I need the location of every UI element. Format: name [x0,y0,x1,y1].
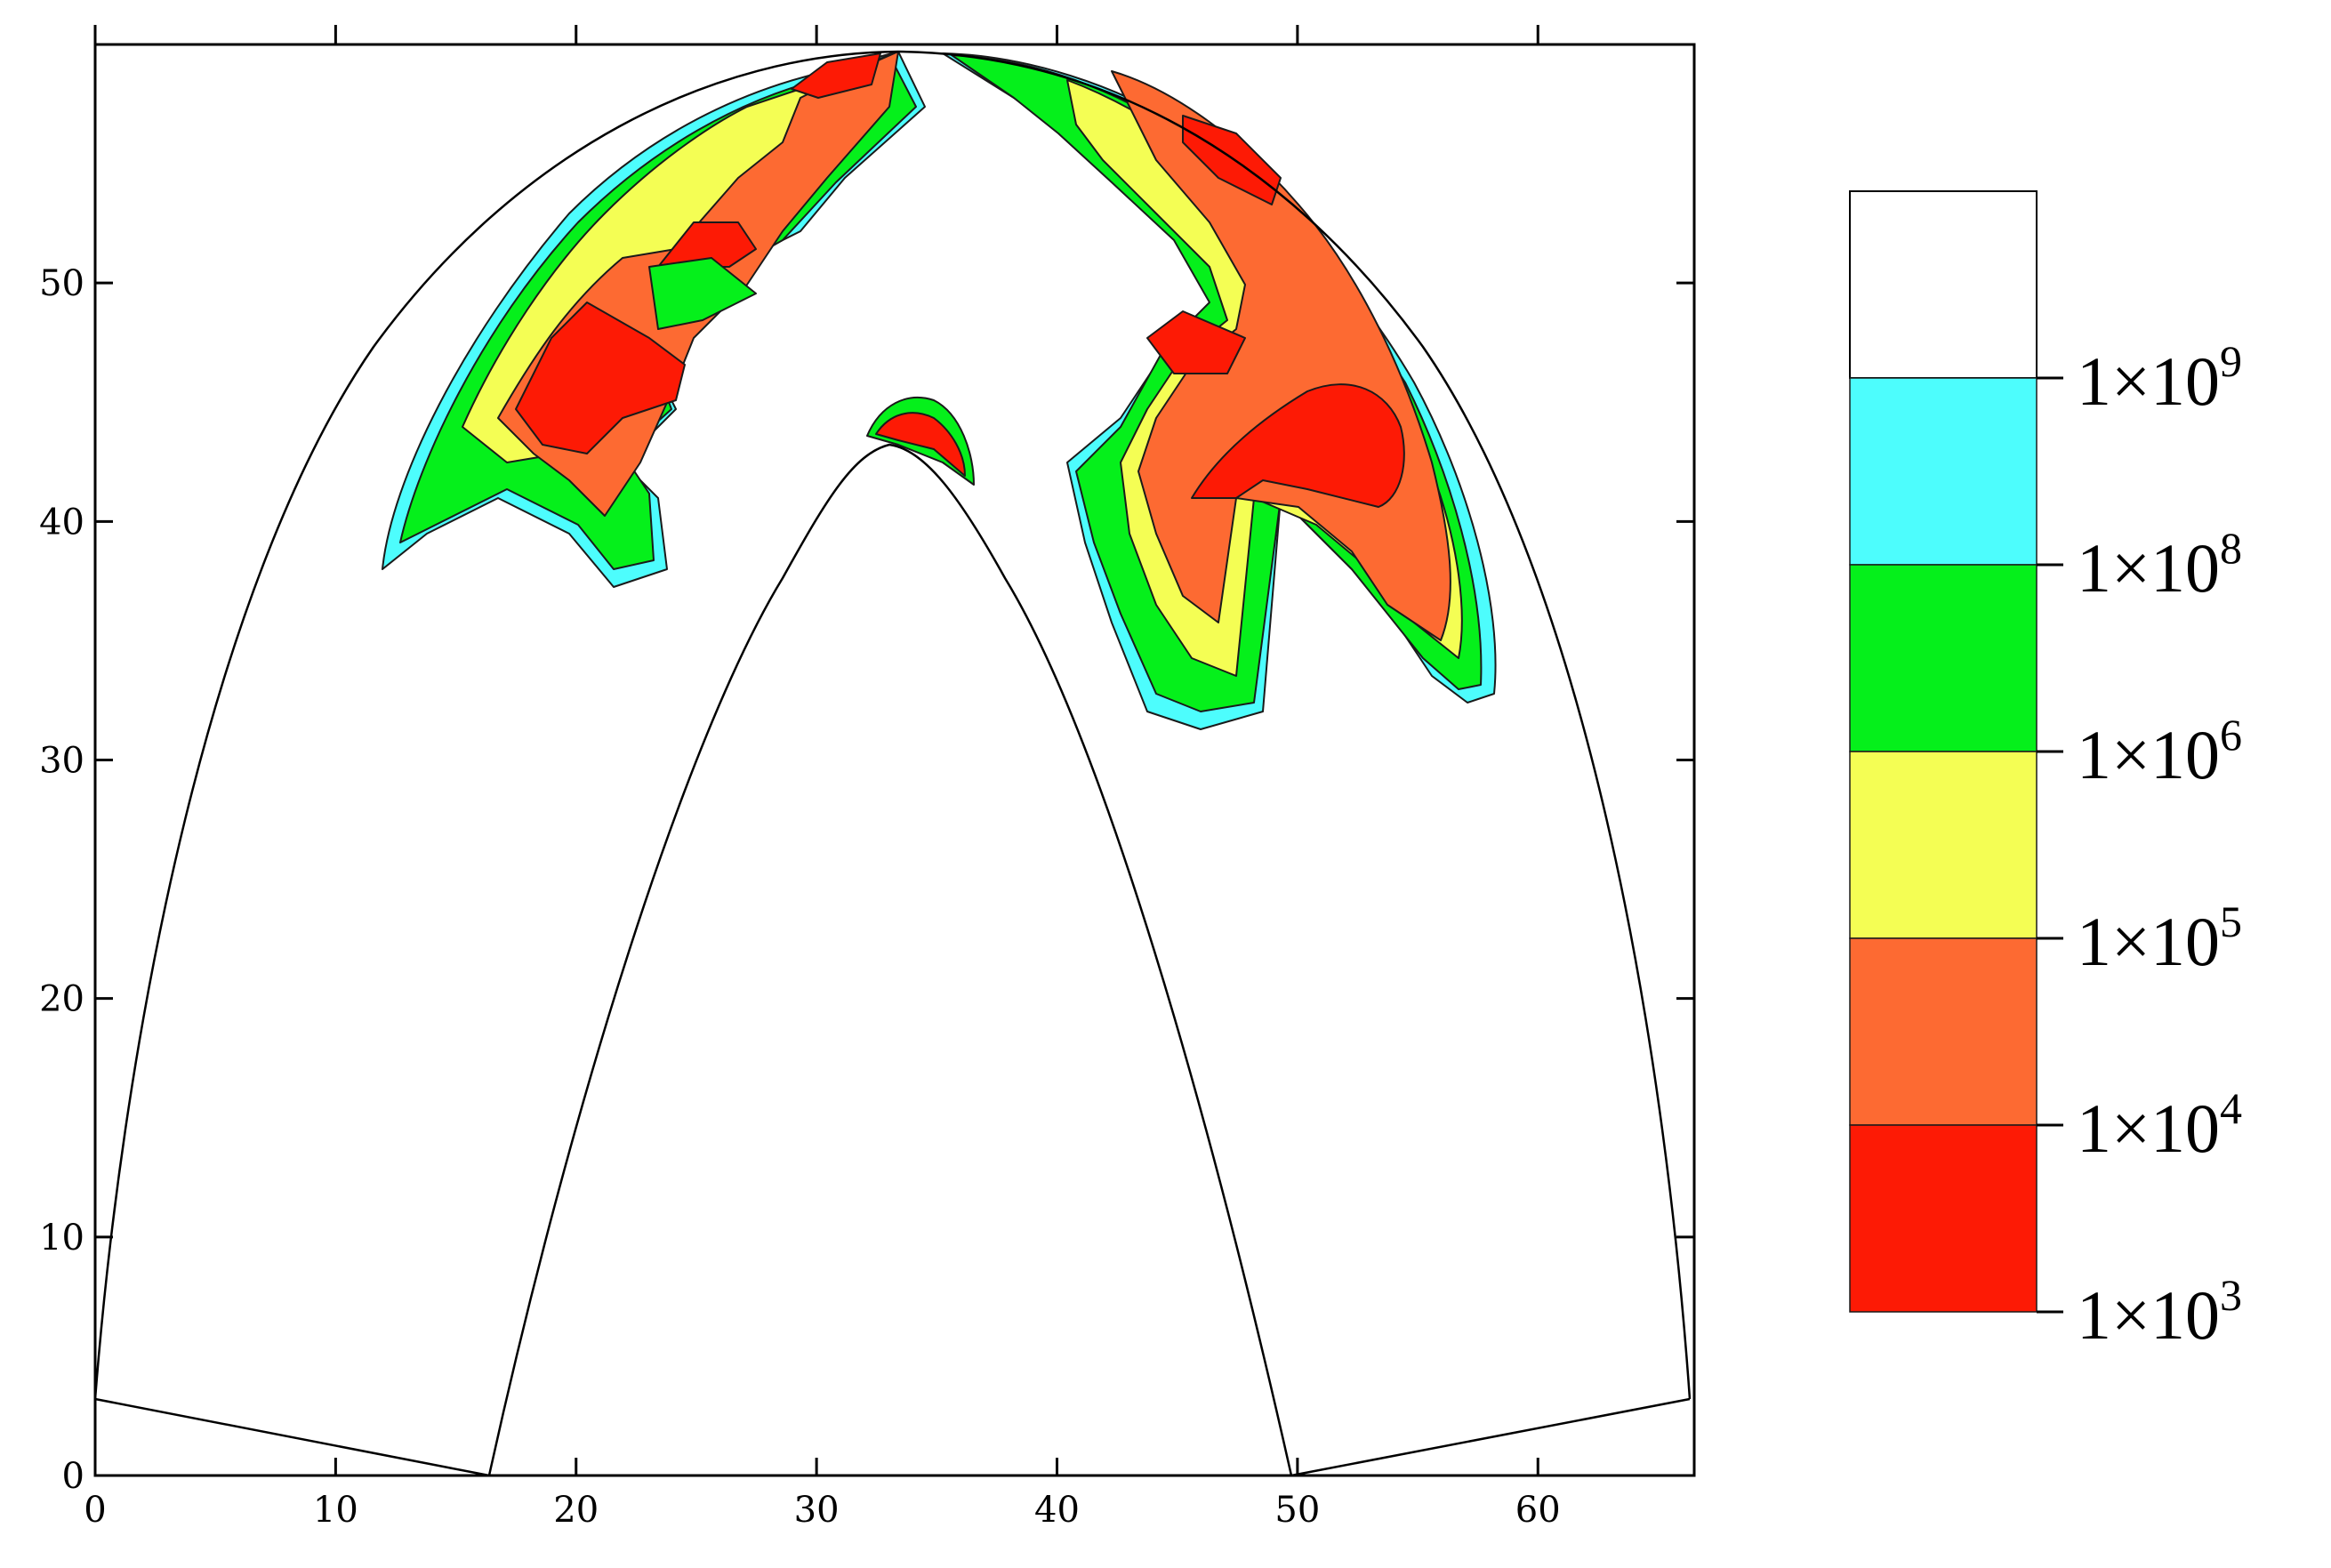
y-axis: 0 10 20 30 40 50 [39,263,1694,1497]
plot-frame [93,43,1696,1477]
legend-swatch [1849,564,2038,752]
region-red-right-1 [1191,383,1405,508]
legend-swatch-top [1849,190,2038,379]
legend-swatch [1849,751,2038,939]
x-tick-label: 20 [553,1490,599,1531]
legend-label: 1×104 [2077,1083,2242,1167]
region-red-left-3 [791,52,881,99]
right-base [1290,1397,1691,1477]
legend-label: 1×106 [2077,710,2242,793]
y-tick-label: 20 [39,979,84,1020]
x-tick-label: 10 [313,1490,358,1531]
legend-label: 1×108 [2077,523,2242,607]
x-tick-label: 50 [1274,1490,1320,1531]
legend: 1×109 1×108 1×106 1×105 1×104 1×103 [1849,190,2242,1354]
legend-swatch [1849,1124,2038,1313]
region-green-left-patch [648,257,757,330]
outer-arch [93,50,1692,1400]
legend-label: 1×109 [2077,336,2242,420]
legend-swatch [1849,377,2038,566]
legend-label: 1×103 [2077,1270,2242,1354]
region-red-left-1 [515,302,686,454]
x-tick-label: 40 [1034,1490,1080,1531]
contour-regions [382,51,1497,730]
x-tick-label: 0 [84,1490,106,1531]
region-red-center [875,412,966,477]
left-base [94,1397,490,1477]
y-tick-label: 0 [62,1456,84,1497]
x-tick-label: 60 [1515,1490,1561,1531]
x-axis: 0 10 20 30 40 50 60 [84,25,1561,1531]
inner-arch [487,443,1293,1476]
y-tick-label: 50 [39,263,84,304]
legend-swatch [1849,937,2038,1126]
domain-outline [93,50,1692,1477]
y-tick-label: 40 [39,502,84,543]
y-tick-label: 10 [39,1218,84,1258]
legend-label: 1×105 [2077,897,2242,980]
y-tick-label: 30 [39,741,84,782]
region-red-right-2 [1182,115,1282,205]
region-red-right-3 [1146,310,1246,374]
x-tick-label: 30 [794,1490,840,1531]
